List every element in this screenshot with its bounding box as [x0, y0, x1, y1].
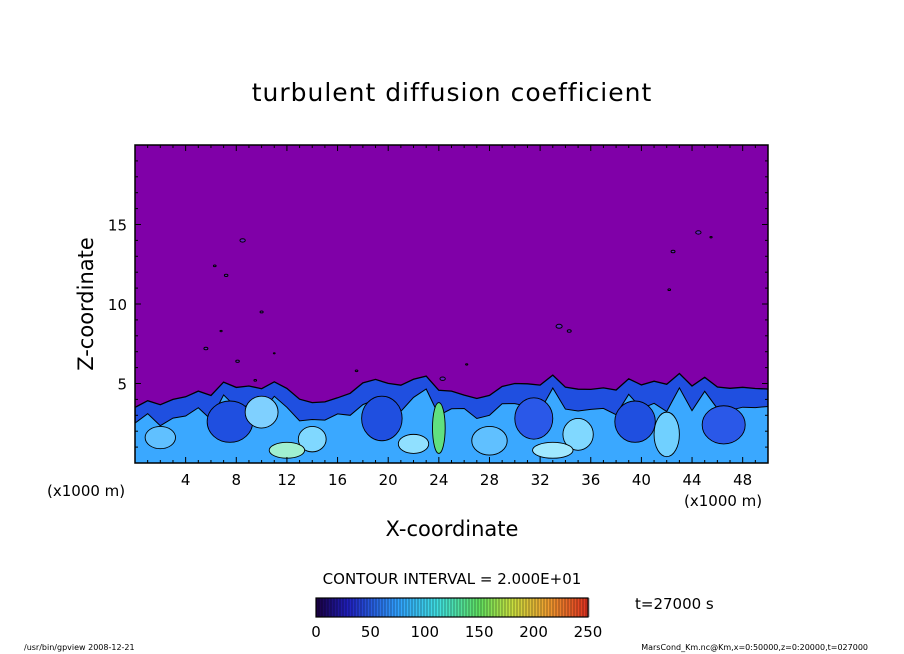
mixed-layer-cell	[361, 395, 403, 442]
chart-title: turbulent diffusion coefficient	[252, 78, 653, 107]
x-tick-label: 48	[733, 471, 752, 489]
mixed-layer-cell	[701, 405, 746, 445]
x-tick-label: 32	[531, 471, 550, 489]
contour-specks	[203, 230, 713, 382]
y-tick-label: 5	[117, 376, 127, 394]
x-tick-label: 16	[328, 471, 347, 489]
y-axis: 5 10 15	[108, 160, 768, 448]
contour-speck	[253, 378, 258, 382]
colorbar-tick-label: 50	[361, 623, 380, 641]
x-tick-label: 12	[277, 471, 296, 489]
contour-speck	[709, 236, 713, 239]
contour-speck	[555, 323, 563, 329]
x-tick-label: 40	[632, 471, 651, 489]
contour-speck	[695, 230, 702, 235]
x-unit-right: (x1000 m)	[684, 492, 762, 510]
colorbar-stripes	[315, 598, 590, 617]
x-tick-label: 24	[429, 471, 448, 489]
y-tick-label: 10	[108, 296, 127, 314]
contour-speck	[212, 264, 217, 268]
mixed-layer-cell	[532, 441, 574, 459]
x-tick-label: 20	[379, 471, 398, 489]
contour-speck	[219, 329, 223, 333]
footer-left: /usr/bin/gpview 2008-12-21	[24, 643, 135, 652]
contour-speck	[670, 249, 676, 254]
mixed-layer-cell	[514, 397, 554, 440]
contour-interval-label: CONTOUR INTERVAL = 2.000E+01	[323, 570, 582, 588]
contour-speck	[439, 376, 446, 381]
mixed-layer-cell	[297, 425, 327, 453]
colorbar-tick-label: 100	[410, 623, 439, 641]
footer-right: MarsCond_Km.nc@Km,x=0:50000,z=0:20000,t=…	[641, 643, 868, 652]
colorbar-tick-label: 150	[465, 623, 494, 641]
mixed-layer-blobs	[144, 395, 746, 459]
x-tick-label: 28	[480, 471, 499, 489]
contour-speck	[667, 288, 672, 292]
mixed-layer-cell	[268, 441, 306, 459]
mixed-layer-cell	[244, 395, 279, 429]
contour-speck	[259, 310, 264, 314]
x-tick-label: 36	[581, 471, 600, 489]
mixed-layer-cell	[432, 402, 446, 454]
mixed-layer-cell	[653, 411, 680, 458]
colorbar-ticks: 0 50 100 150 200 250	[311, 623, 602, 641]
x-axis-label: X-coordinate	[386, 517, 519, 541]
time-label: t=27000 s	[635, 595, 714, 613]
x-tick-label: 8	[232, 471, 242, 489]
contour-speck	[235, 359, 240, 363]
mixed-layer-cell	[144, 425, 176, 450]
x-unit-left: (x1000 m)	[47, 482, 125, 500]
x-tick-label: 44	[682, 471, 701, 489]
contour-speck	[354, 369, 359, 373]
mixed-layer-cell	[562, 418, 594, 451]
contour-speck	[272, 352, 276, 355]
colorbar-tick-label: 0	[311, 623, 321, 641]
contour-speck	[465, 363, 469, 366]
x-axis: 4 8 12 16 20 24 28 32 36 40 44 48	[147, 145, 756, 489]
mixed-layer-cell	[397, 433, 430, 454]
mixed-layer	[135, 372, 768, 463]
mixed-layer-cell	[614, 400, 656, 443]
colorbar-tick-label: 200	[519, 623, 548, 641]
y-tick-label: 15	[108, 217, 127, 235]
colorbar-frame	[315, 597, 589, 618]
y-axis-label: Z-coordinate	[74, 237, 98, 371]
contour-speck	[223, 273, 229, 278]
x-tick-label: 4	[181, 471, 191, 489]
contour-speck	[566, 329, 572, 333]
contour-speck	[203, 346, 209, 351]
contour-speck	[239, 238, 246, 243]
mixed-layer-cell	[471, 425, 508, 456]
colorbar-tick-label: 250	[574, 623, 603, 641]
